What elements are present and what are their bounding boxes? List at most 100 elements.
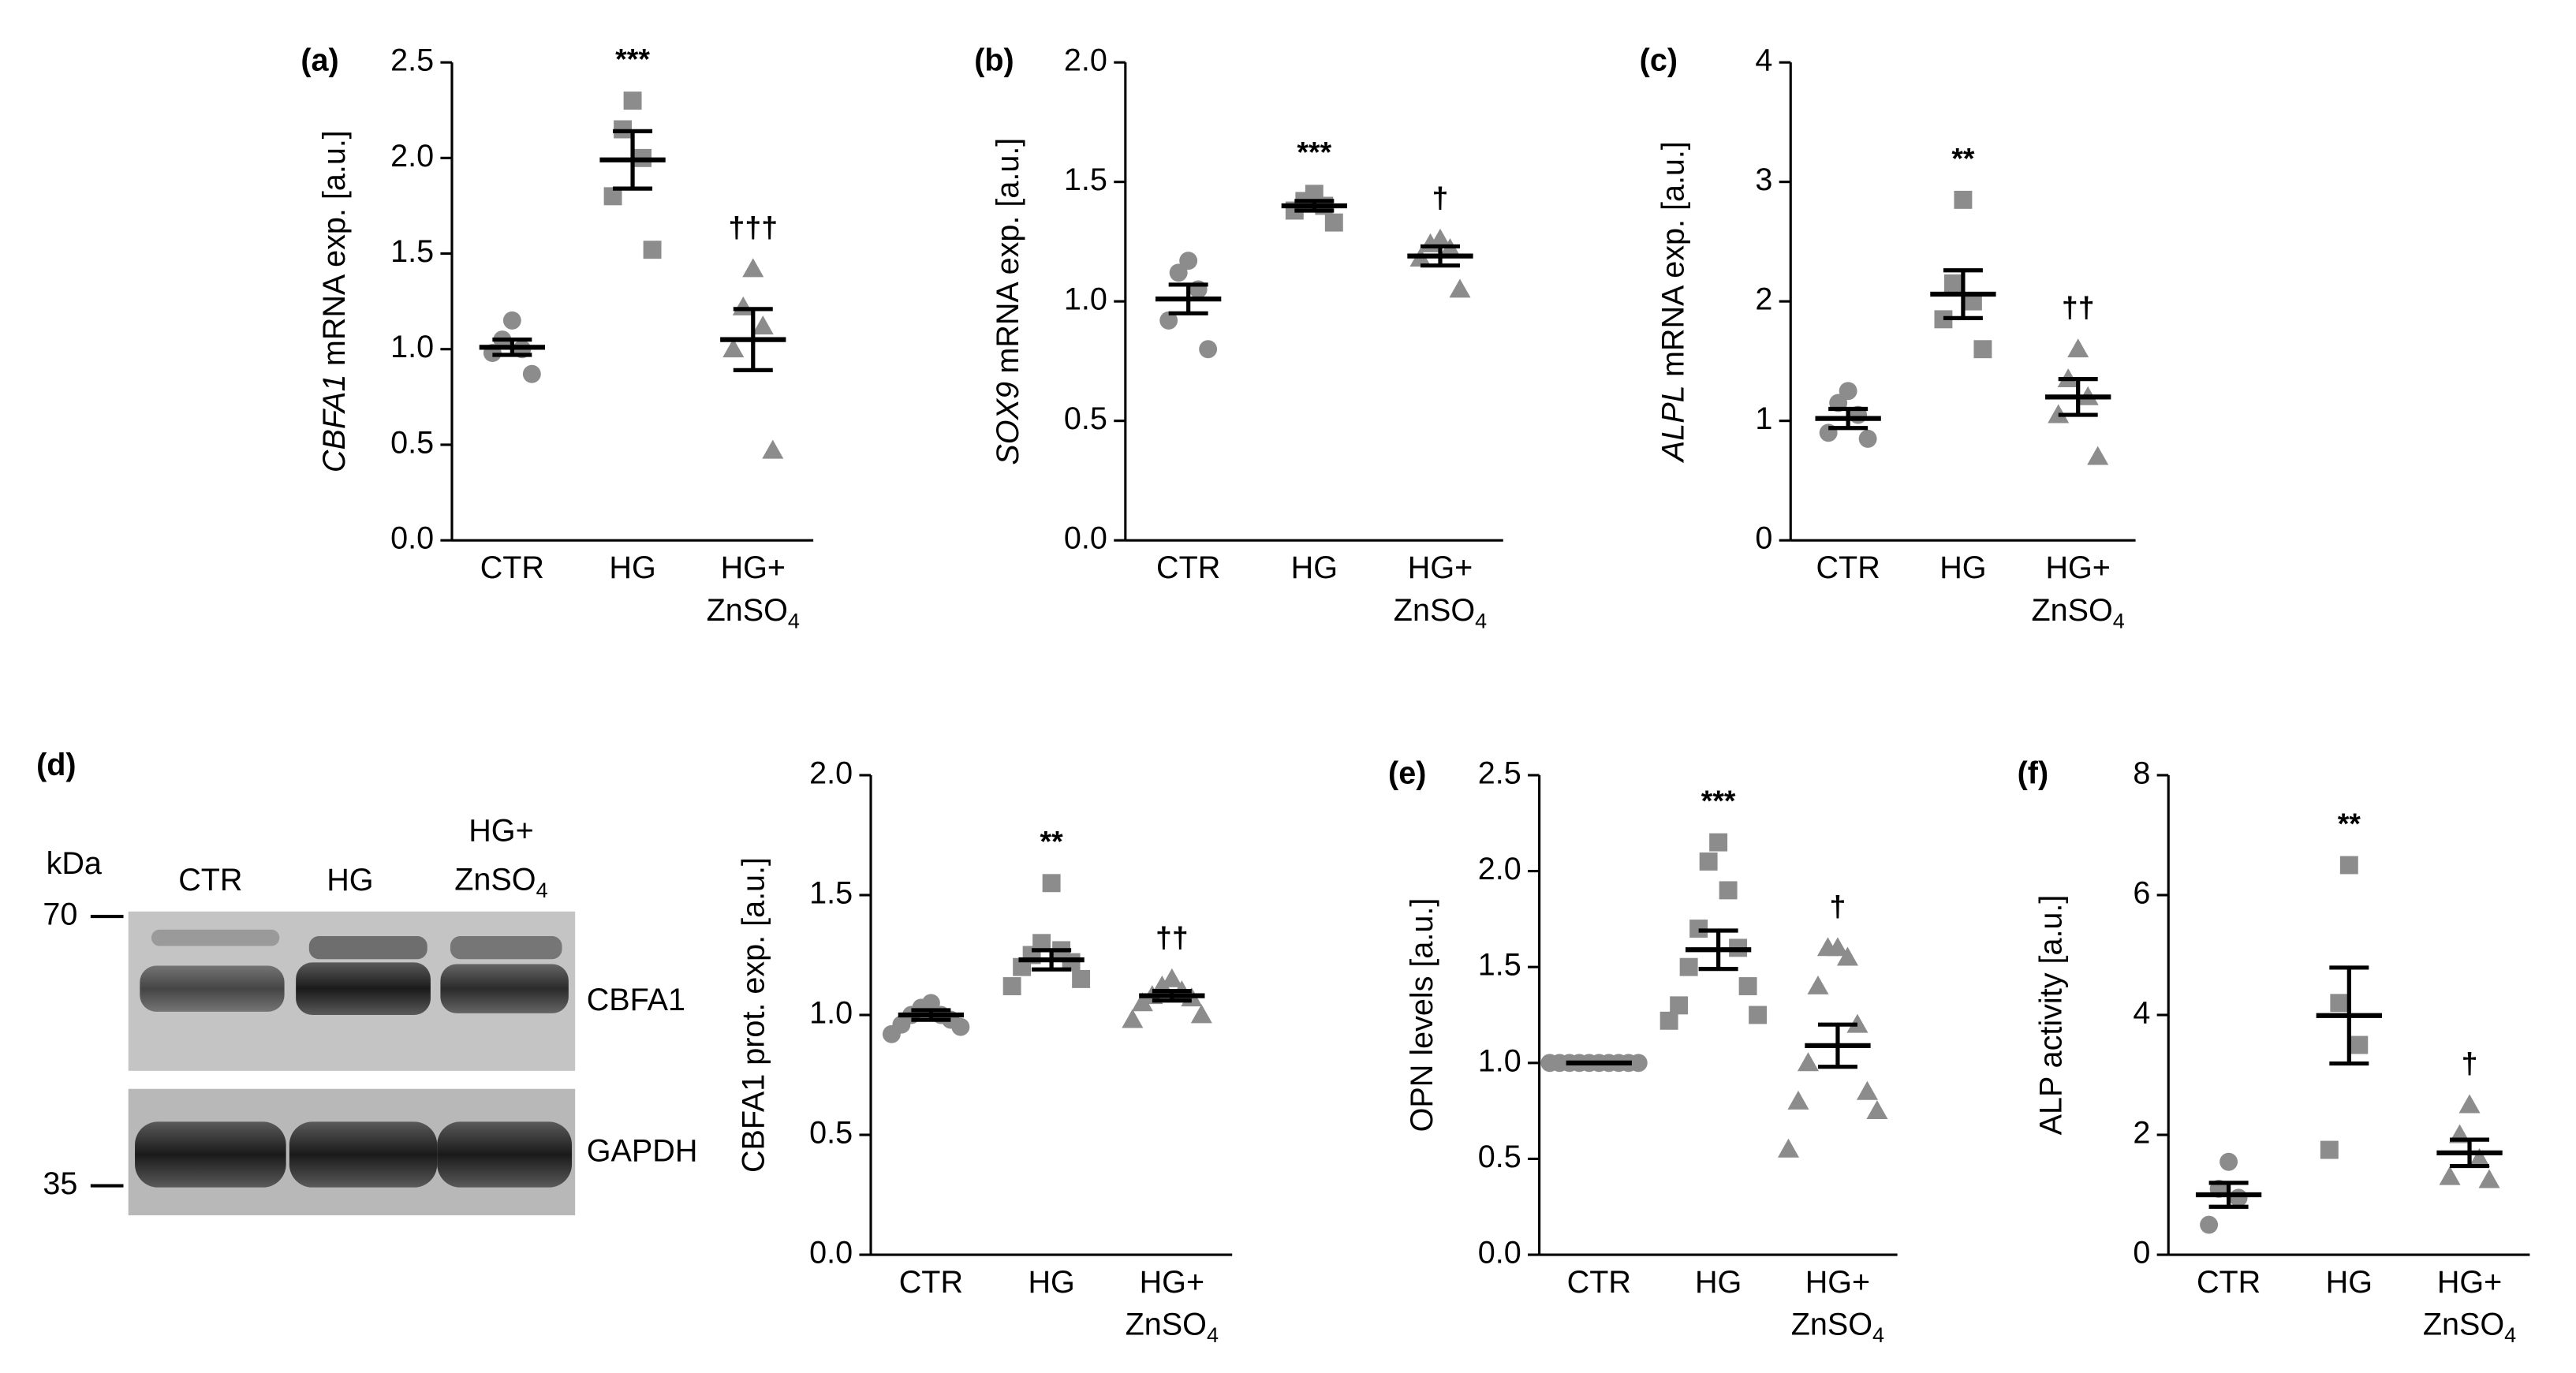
- significance-label: ***: [1297, 136, 1331, 169]
- y-axis-label: OPN levels [a.u.]: [1405, 898, 1439, 1132]
- y-axis-text: OPN levels [a.u.]: [1405, 898, 1439, 1132]
- data-point: [1856, 1080, 1878, 1100]
- y-tick-label: 1.5: [1478, 948, 1521, 983]
- chart: 0.0 0.5 1.0 1.5 2.0 CBFA1 prot. exp. [a.u.] CT…: [737, 756, 1233, 1347]
- y-tick-label: 4: [1755, 43, 1772, 78]
- y-axis-gene: CBFA1: [318, 375, 353, 473]
- x-tick-subscript: 4: [2113, 608, 2125, 632]
- y-tick-label: 0.0: [1478, 1236, 1521, 1270]
- blot-band: [296, 962, 431, 1016]
- data-point: [752, 315, 774, 335]
- data-point: [1709, 833, 1728, 852]
- data-point: [1072, 969, 1091, 988]
- y-tick-label: 0.5: [1478, 1140, 1521, 1174]
- data-point: [1954, 190, 1973, 209]
- x-tick-label: HG: [2326, 1265, 2373, 1300]
- kda-label: kDa: [47, 846, 102, 881]
- significance-label: †: [1830, 890, 1846, 923]
- data-point: [502, 311, 521, 330]
- x-tick-text: ZnSO: [2423, 1308, 2504, 1342]
- data-point: [1540, 1054, 1559, 1073]
- x-tick-label: HG+: [721, 550, 786, 585]
- panel-label: (b): [974, 43, 1014, 78]
- y-tick-label: 0.5: [390, 425, 434, 460]
- x-tick-subscript: 4: [1207, 1323, 1219, 1347]
- x-tick-label: ZnSO4: [1394, 593, 1487, 632]
- significance-label: ***: [1701, 784, 1736, 817]
- data-point: [2468, 1147, 2491, 1167]
- y-axis-label: SOX9 mRNA exp. [a.u.]: [991, 138, 1026, 465]
- significance-label: **: [1040, 825, 1064, 858]
- data-point: [1719, 881, 1738, 900]
- x-tick-label: ZnSO4: [2423, 1308, 2516, 1347]
- data-point: [1670, 996, 1689, 1015]
- x-tick-label: ZnSO4: [707, 593, 800, 632]
- data-point: [1839, 382, 1857, 401]
- y-tick-label: 0: [2133, 1236, 2150, 1270]
- data-point: [1943, 274, 1962, 293]
- y-tick-label: 8: [2133, 756, 2150, 790]
- y-tick-label: 1.0: [390, 330, 434, 364]
- y-axis-text: mRNA exp. [a.u.]: [991, 138, 1026, 374]
- y-axis-label: ALPL mRNA exp. [a.u.]: [1656, 141, 1691, 463]
- y-axis-gene: ALPL: [1656, 385, 1691, 463]
- data-point: [1013, 957, 1032, 976]
- blot-band: [151, 929, 280, 946]
- x-tick-label: CTR: [1816, 550, 1880, 585]
- y-axis-label: ALP activity [a.u.]: [2034, 895, 2069, 1136]
- data-point: [1777, 1138, 1800, 1158]
- data-point: [722, 338, 745, 358]
- data-point: [2439, 1166, 2461, 1185]
- x-tick-text: ZnSO: [2032, 593, 2113, 628]
- data-point: [1797, 1052, 1820, 1072]
- data-point: [1858, 429, 1877, 448]
- data-point: [1787, 1090, 1809, 1110]
- y-tick-label: 1.5: [809, 875, 853, 910]
- data-point: [1659, 1011, 1678, 1030]
- data-point: [1159, 311, 1178, 330]
- data-point: [2200, 1215, 2219, 1234]
- data-point: [1161, 968, 1183, 987]
- y-axis-label: CBFA1 mRNA exp. [a.u.]: [318, 130, 353, 472]
- x-tick-label: CTR: [1567, 1265, 1631, 1300]
- x-tick-text: ZnSO: [1791, 1308, 1872, 1342]
- x-tick-label: ZnSO4: [2032, 593, 2125, 632]
- data-point: [1963, 292, 1982, 311]
- x-tick-label: ZnSO4: [1126, 1308, 1219, 1347]
- y-tick-label: 0.0: [1064, 521, 1107, 556]
- data-point: [1699, 852, 1718, 871]
- data-point: [603, 187, 622, 206]
- y-tick-label: 0.0: [390, 521, 434, 556]
- marker-label: 35: [43, 1166, 77, 1201]
- y-axis-text: mRNA exp. [a.u.]: [318, 130, 353, 366]
- x-tick-subscript: 4: [1475, 608, 1487, 632]
- x-tick-label: HG+: [1140, 1265, 1204, 1300]
- data-point: [951, 1017, 970, 1036]
- lane-label: HG: [327, 863, 373, 897]
- data-point: [2087, 446, 2109, 465]
- panel-label: (e): [1388, 756, 1426, 790]
- data-point: [1629, 1054, 1648, 1073]
- y-tick-label: 6: [2133, 875, 2150, 910]
- data-point: [1169, 263, 1188, 282]
- y-tick-label: 0.5: [809, 1115, 853, 1150]
- significance-label: ††: [2062, 291, 2095, 324]
- y-tick-label: 1.0: [1064, 282, 1107, 317]
- data-point: [1689, 920, 1708, 938]
- data-point: [1199, 340, 1218, 359]
- y-tick-label: 2.5: [1478, 756, 1521, 790]
- data-point: [1190, 1004, 1212, 1024]
- data-point: [2350, 1035, 2369, 1054]
- x-tick-label: CTR: [899, 1265, 963, 1300]
- significance-label: ***: [615, 43, 650, 76]
- lane-label: HG+: [469, 813, 533, 848]
- panel-label: (d): [36, 748, 77, 782]
- x-tick-label: HG: [1291, 550, 1338, 585]
- y-tick-label: 2: [2133, 1115, 2150, 1150]
- x-tick-label: HG+: [1805, 1265, 1870, 1300]
- data-point: [522, 364, 541, 383]
- x-tick-label: HG: [1028, 1265, 1074, 1300]
- blot-band: [135, 1121, 286, 1188]
- y-tick-label: 0.5: [1064, 401, 1107, 436]
